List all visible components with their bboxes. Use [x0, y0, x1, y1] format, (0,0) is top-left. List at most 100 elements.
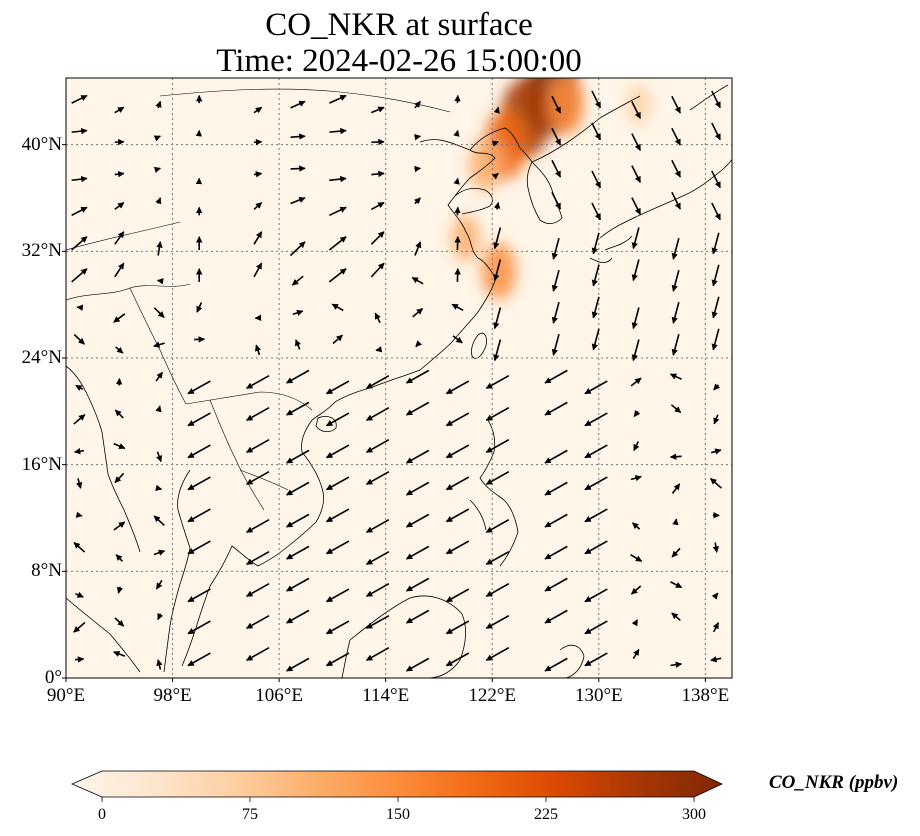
- wind-arrow: [551, 301, 560, 324]
- co-hotspot: [451, 214, 480, 262]
- wind-arrow: [551, 191, 562, 210]
- x-tick-label: 106°E: [255, 685, 303, 706]
- wind-arrow: [74, 656, 85, 663]
- wind-arrow: [671, 191, 681, 210]
- wind-arrow: [632, 648, 640, 660]
- wind-arrow: [544, 449, 568, 464]
- wind-arrow: [411, 276, 424, 285]
- wind-arrow: [71, 206, 88, 217]
- wind-arrow: [71, 236, 88, 251]
- wind-arrow: [631, 197, 642, 215]
- wind-arrow: [370, 201, 385, 211]
- co-hotspot: [546, 78, 585, 135]
- wind-arrow: [286, 657, 310, 672]
- wind-arrow: [187, 540, 211, 555]
- wind-vectors: [71, 90, 722, 672]
- wind-arrow: [485, 407, 510, 421]
- wind-arrow: [114, 231, 125, 245]
- wind-arrow: [412, 307, 424, 318]
- wind-arrow: [584, 540, 608, 555]
- wind-arrow: [414, 197, 421, 205]
- wind-arrow: [325, 476, 350, 491]
- wind-arrow: [405, 369, 430, 384]
- wind-arrow: [584, 588, 608, 603]
- wind-arrow: [286, 609, 310, 624]
- wind-arrow: [591, 90, 602, 109]
- x-tick-label: 114°E: [362, 685, 410, 706]
- wind-arrow: [113, 650, 126, 657]
- wind-arrow: [551, 95, 562, 114]
- wind-arrow: [71, 268, 88, 283]
- wind-arrow: [485, 615, 510, 629]
- wind-arrow: [187, 476, 211, 491]
- wind-arrow: [371, 106, 385, 114]
- wind-arrow: [711, 264, 720, 287]
- wind-arrow: [633, 441, 640, 452]
- wind-arrow: [246, 583, 270, 597]
- wind-arrow: [187, 412, 211, 427]
- wind-arrow: [370, 262, 385, 278]
- wind-arrow: [633, 409, 641, 418]
- wind-arrow: [365, 375, 390, 389]
- wind-arrow: [73, 621, 86, 633]
- wind-arrow: [485, 647, 510, 661]
- wind-arrow: [485, 375, 510, 389]
- colorbar-tick-label: 225: [534, 806, 558, 823]
- wind-arrow: [329, 127, 347, 135]
- wind-arrow: [584, 412, 608, 427]
- wind-arrow: [290, 100, 306, 109]
- wind-arrow: [631, 259, 640, 282]
- y-tick-label: 24°N: [21, 347, 62, 368]
- x-tick-label: 138°E: [681, 685, 730, 706]
- wind-arrow: [114, 170, 125, 178]
- wind-arrow: [414, 134, 421, 141]
- wind-arrow: [153, 341, 165, 348]
- wind-arrow: [75, 591, 84, 598]
- wind-arrow: [544, 481, 568, 496]
- colorbar-gradient: [70, 770, 723, 798]
- wind-arrow: [711, 592, 719, 600]
- wind-arrow: [246, 519, 270, 533]
- x-tick-marks: [65, 678, 706, 682]
- wind-arrow: [445, 380, 470, 395]
- wind-arrow: [187, 588, 211, 603]
- wind-arrow: [544, 577, 568, 592]
- wind-arrow: [332, 334, 343, 345]
- wind-arrow: [115, 346, 124, 354]
- wind-arrow: [286, 481, 310, 496]
- wind-arrow: [374, 312, 381, 324]
- wind-arrow: [155, 405, 162, 413]
- wind-arrow: [113, 313, 126, 323]
- wind-arrow: [491, 172, 499, 180]
- wind-arrow: [630, 585, 642, 595]
- wind-arrow: [153, 166, 161, 174]
- wind-arrow: [187, 444, 211, 459]
- wind-arrow: [75, 384, 84, 391]
- colorbar-tick-label: 150: [386, 806, 410, 823]
- wind-arrow: [290, 165, 306, 172]
- wind-arrow: [405, 513, 430, 528]
- wind-arrow: [445, 476, 470, 491]
- wind-arrow: [630, 377, 642, 387]
- wind-arrow: [156, 241, 163, 256]
- wind-arrow: [325, 540, 350, 555]
- coastlines: [66, 84, 732, 678]
- wind-arrow: [290, 133, 306, 140]
- wind-arrow: [115, 554, 124, 562]
- wind-arrow: [328, 268, 347, 283]
- wind-arrow: [365, 583, 390, 597]
- wind-arrow: [405, 657, 430, 672]
- wind-arrow: [155, 100, 162, 109]
- y-tick-marks: [62, 144, 66, 679]
- wind-arrow: [670, 404, 682, 414]
- wind-arrow: [329, 175, 347, 183]
- wind-arrow: [325, 620, 350, 635]
- wind-arrow: [671, 127, 681, 146]
- wind-arrow: [631, 307, 640, 330]
- wind-arrow: [114, 262, 125, 278]
- wind-arrow: [253, 231, 263, 245]
- wind-arrow: [671, 333, 680, 356]
- wind-arrow: [329, 206, 347, 217]
- wind-arrow: [584, 380, 608, 395]
- wind-arrow: [254, 344, 262, 356]
